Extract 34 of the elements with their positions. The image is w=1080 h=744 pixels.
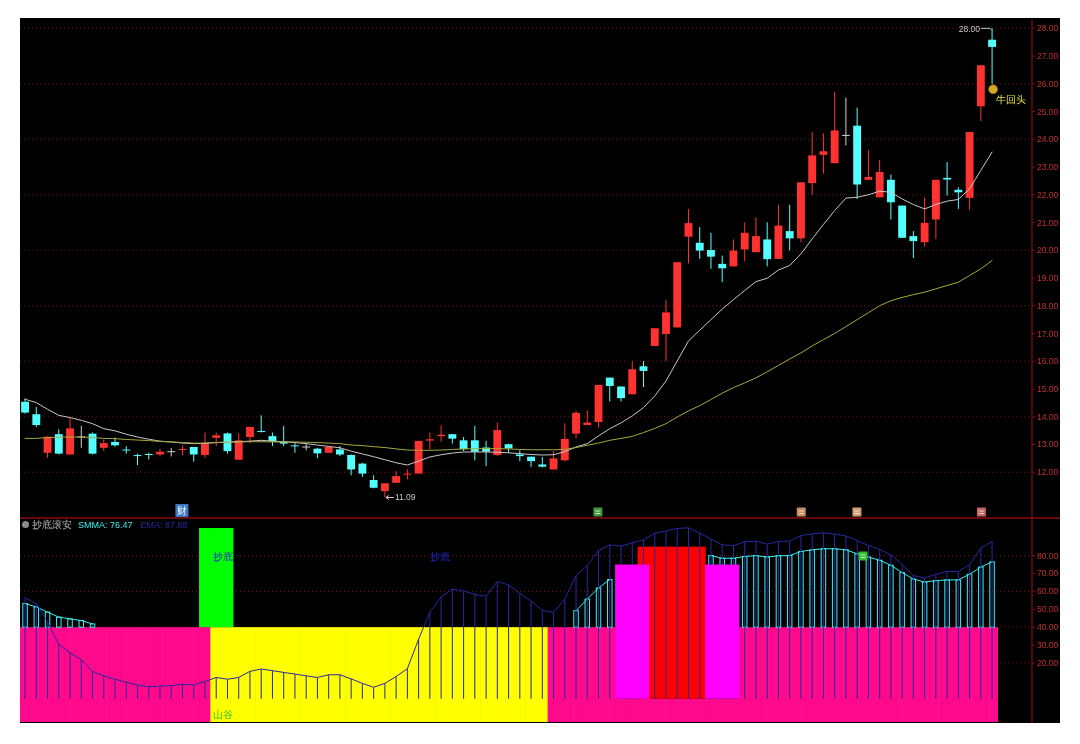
y-tick-label: 27.00 (1037, 51, 1059, 62)
y-tick-label: 40.00 (1037, 622, 1059, 633)
y-tick-label: 15.00 (1037, 383, 1059, 394)
text: EMA: 87.88 (140, 519, 188, 530)
y-tick-label: 19.00 (1037, 273, 1059, 284)
y-tick-label: 25.00 (1037, 106, 1059, 117)
annotation: 山谷 (213, 708, 234, 720)
y-tick-label: 30.00 (1037, 640, 1059, 651)
y-tick-label: 24.00 (1037, 134, 1059, 145)
y-tick-label: 60.00 (1037, 586, 1059, 597)
y-tick-label: 21.00 (1037, 217, 1059, 228)
y-tick-label: 80.00 (1037, 550, 1059, 561)
y-tick-label: 50.00 (1037, 604, 1059, 615)
annotation: 牛回头 (996, 94, 1027, 106)
y-tick-label: 17.00 (1037, 328, 1059, 339)
y-tick-label: 23.00 (1037, 162, 1059, 173)
y-tick-label: 20.00 (1037, 657, 1059, 668)
y-tick-label: 18.00 (1037, 300, 1059, 311)
annotation: 抄底 (213, 551, 234, 563)
y-tick-label: 20.00 (1037, 245, 1059, 256)
chart-title: 抄底滚安 (32, 519, 72, 530)
y-tick-label: 26.00 (1037, 78, 1059, 89)
y-tick-label: 70.00 (1037, 568, 1059, 579)
y-tick-label: 12.00 (1037, 467, 1059, 478)
y-tick-label: 14.00 (1037, 411, 1059, 422)
text: SMMA: 76.47 (78, 519, 133, 530)
y-tick-label: 22.00 (1037, 189, 1059, 200)
y-tick-label: 13.00 (1037, 439, 1059, 450)
annotation: 11.09 (394, 492, 416, 503)
y-tick-label: 16.00 (1037, 356, 1059, 367)
annotation: 抄底 (429, 551, 450, 563)
y-tick-label: 28.00 (1037, 23, 1059, 34)
annotation: 财 (176, 505, 187, 516)
annotation: 28.00 (958, 24, 981, 35)
